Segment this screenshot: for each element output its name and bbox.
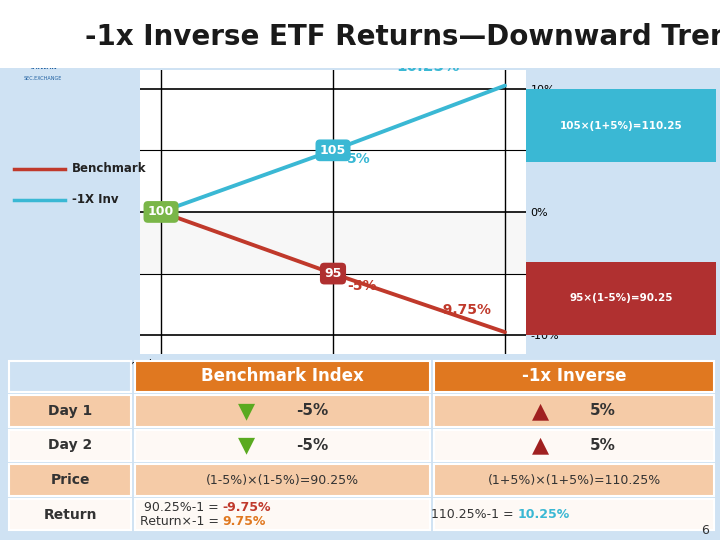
Text: ▲: ▲ — [531, 401, 549, 421]
Text: 110.25%-1 =: 110.25%-1 = — [431, 508, 517, 521]
Text: 95×(1-5%)=90.25: 95×(1-5%)=90.25 — [570, 293, 673, 303]
Text: 10.25%: 10.25% — [396, 59, 459, 74]
Text: ▲: ▲ — [531, 435, 549, 456]
Text: Benchmark: Benchmark — [72, 163, 146, 176]
Text: Day 1: Day 1 — [48, 404, 92, 418]
Text: (1+5%)×(1+5%)=110.25%: (1+5%)×(1+5%)=110.25% — [487, 474, 661, 487]
Text: -1x Inverse ETF Returns—Downward Trend: -1x Inverse ETF Returns—Downward Trend — [86, 23, 720, 51]
Text: -5%: -5% — [297, 403, 328, 418]
Text: -5%: -5% — [347, 279, 377, 293]
Text: 5%: 5% — [347, 152, 371, 166]
Text: 9.75%: 9.75% — [223, 515, 266, 528]
Text: -5%: -5% — [297, 438, 328, 453]
FancyBboxPatch shape — [30, 12, 50, 32]
Text: 100: 100 — [148, 205, 174, 219]
Text: 10.25%: 10.25% — [517, 508, 570, 521]
Bar — [140, 212, 526, 274]
Text: -1X Inv: -1X Inv — [72, 193, 119, 206]
Text: 5%: 5% — [590, 403, 616, 418]
Text: 105: 105 — [320, 144, 346, 157]
FancyBboxPatch shape — [41, 29, 61, 50]
Text: TAIWAN: TAIWAN — [30, 65, 57, 70]
Text: Day 2: Day 2 — [48, 438, 92, 453]
FancyBboxPatch shape — [52, 12, 72, 32]
FancyBboxPatch shape — [19, 29, 40, 50]
Text: Price: Price — [50, 473, 90, 487]
Text: Benchmark Index: Benchmark Index — [201, 367, 364, 386]
Text: Return×-1 =: Return×-1 = — [140, 515, 223, 528]
FancyBboxPatch shape — [9, 12, 29, 32]
Text: 6: 6 — [701, 524, 709, 537]
Text: (1-5%)×(1-5%)=90.25%: (1-5%)×(1-5%)=90.25% — [206, 474, 359, 487]
Text: 105×(1+5%)=110.25: 105×(1+5%)=110.25 — [560, 120, 683, 131]
Text: ▼: ▼ — [238, 401, 256, 421]
Text: -9.75%: -9.75% — [437, 303, 491, 317]
Text: 5%: 5% — [590, 438, 616, 453]
Text: -1x Inverse: -1x Inverse — [522, 367, 626, 386]
Text: Return: Return — [43, 508, 97, 522]
Text: ▼: ▼ — [238, 435, 256, 456]
Text: -9.75%: -9.75% — [223, 501, 271, 514]
Text: SEC.EXCHANGE: SEC.EXCHANGE — [24, 76, 63, 82]
Text: 90.25%-1 =: 90.25%-1 = — [144, 501, 223, 514]
Text: 95: 95 — [324, 267, 342, 280]
